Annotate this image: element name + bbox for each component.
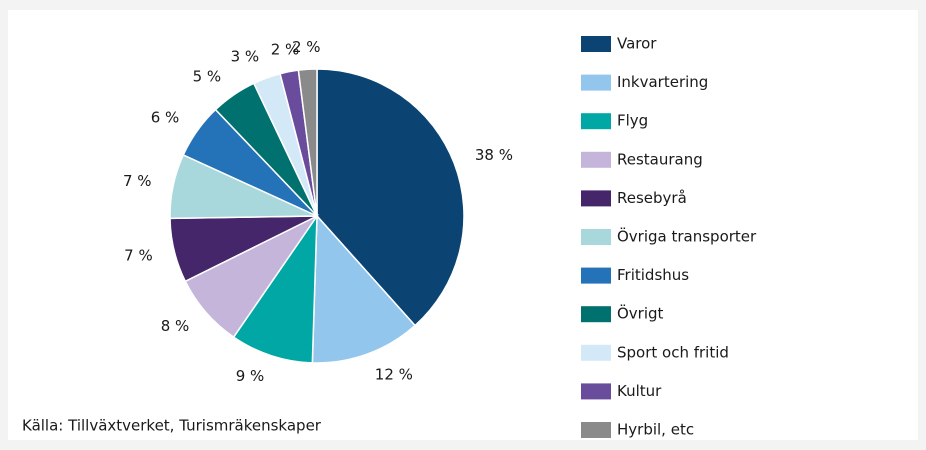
legend-swatch [581,74,611,91]
data-label: 6 % [151,108,180,126]
data-label: 38 % [475,146,513,164]
legend-swatch [581,151,611,168]
data-label: 2 % [292,38,321,56]
pie-slice [232,213,318,364]
data-label: 8 % [161,317,190,335]
legend-swatch [581,113,611,130]
legend-label: Resebyrå [617,189,687,207]
legend-label: Inkvartering [617,73,708,91]
legend-swatch [581,306,611,323]
legend-label: Övriga transporter [617,227,757,246]
legend-swatch [581,383,611,400]
data-label: 7 % [124,246,153,264]
legend-swatch [581,422,611,438]
source-note: Källa: Tillväxtverket, Turismräkenskaper [22,417,322,435]
legend-label: Kultur [617,382,662,400]
legend-swatch [581,267,611,284]
legend-swatch [581,190,611,207]
legend-swatch [581,344,611,361]
data-label: 2 % [271,41,300,59]
data-label: 9 % [236,367,265,385]
pie-slice [311,214,417,364]
legend-label: Hyrbil, etc [617,421,694,439]
data-label: 7 % [123,172,152,190]
data-label: 5 % [193,67,222,85]
legend-label: Restaurang [617,150,703,168]
pie-slice [297,68,318,217]
legend-label: Flyg [617,112,648,130]
legend-swatch [581,229,611,245]
data-label: 12 % [375,365,413,383]
legend-label: Sport och fritid [617,343,729,361]
legend-label: Fritidshus [617,266,689,284]
legend-label: Övrigt [617,304,664,323]
legend-label: Varor [617,35,657,53]
data-label: 3 % [231,48,260,66]
legend-swatch [581,36,611,52]
pie-slice [316,68,465,327]
